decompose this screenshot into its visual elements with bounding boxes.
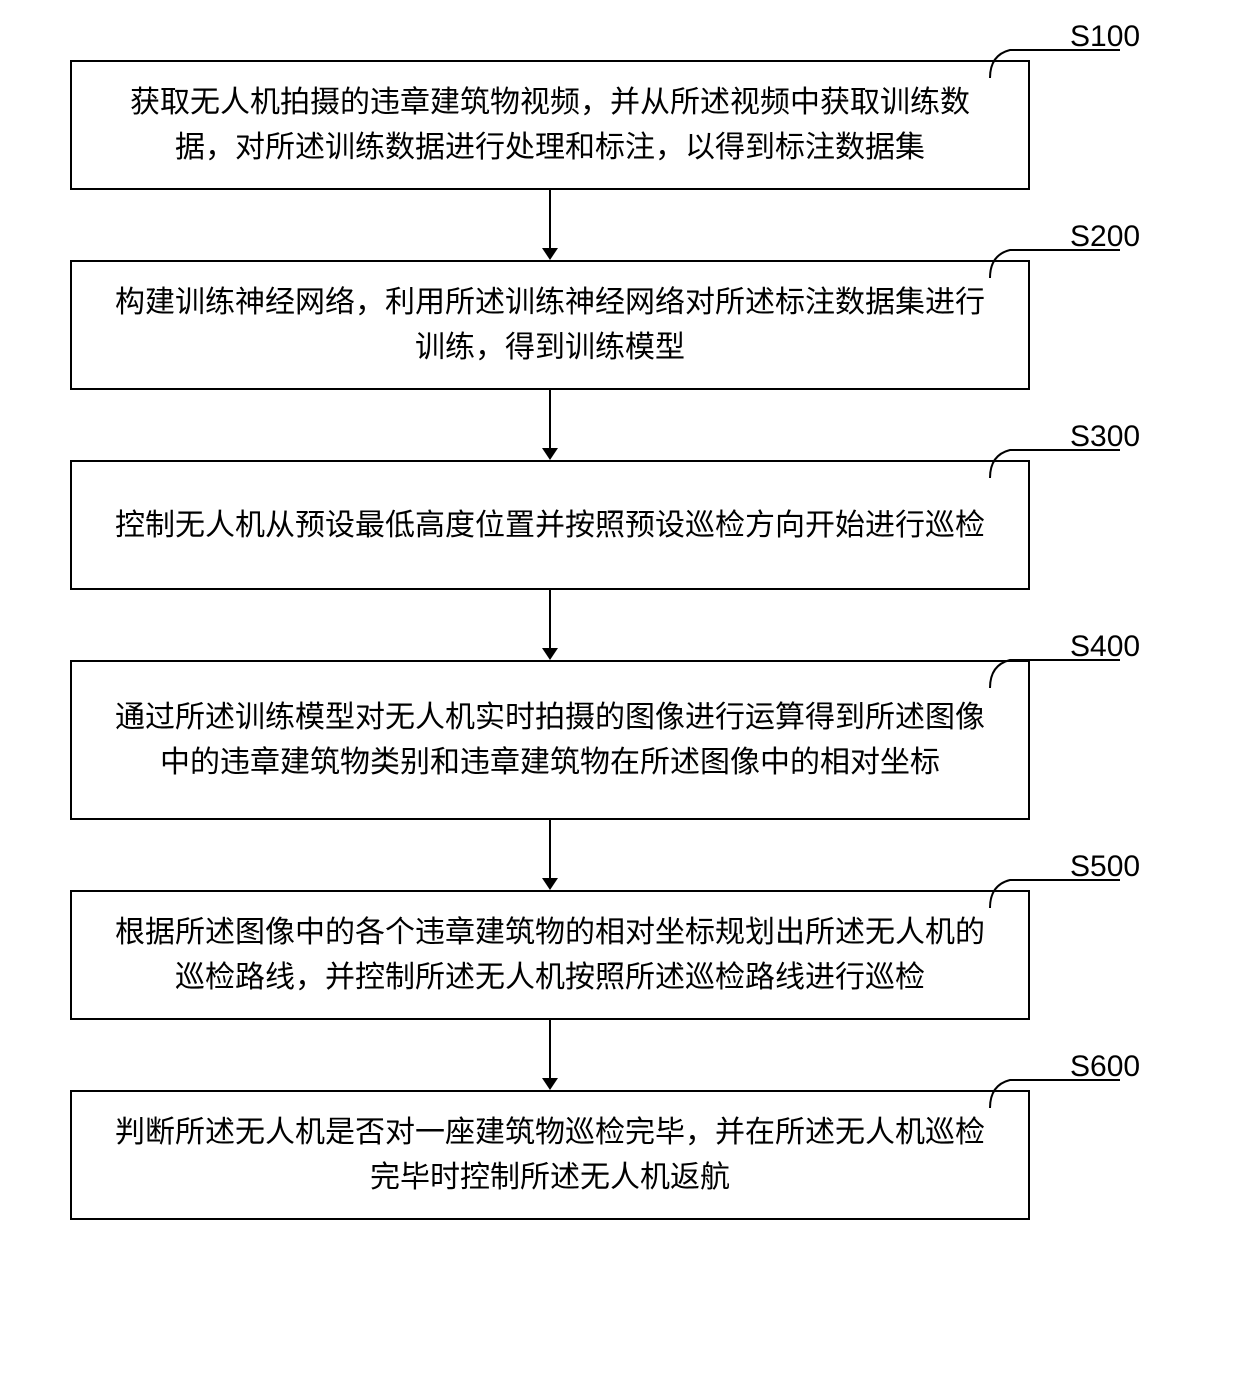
step-s500: 根据所述图像中的各个违章建筑物的相对坐标规划出所述无人机的巡检路线，并控制所述无… [70, 890, 1170, 1020]
arrow-down [70, 390, 1030, 460]
connector-line [970, 1060, 1150, 1110]
step-box: 根据所述图像中的各个违章建筑物的相对坐标规划出所述无人机的巡检路线，并控制所述无… [70, 890, 1030, 1020]
arrow-down [70, 1020, 1030, 1090]
connector-line [970, 860, 1150, 910]
step-s200: 构建训练神经网络，利用所述训练神经网络对所述标注数据集进行训练，得到训练模型S2… [70, 260, 1170, 390]
arrow-down [70, 590, 1030, 660]
arrow-icon [535, 820, 565, 890]
step-text: 判断所述无人机是否对一座建筑物巡检完毕，并在所述无人机巡检完毕时控制所述无人机返… [102, 1110, 998, 1200]
step-s400: 通过所述训练模型对无人机实时拍摄的图像进行运算得到所述图像中的违章建筑物类别和违… [70, 660, 1170, 820]
arrow-icon [535, 590, 565, 660]
arrow-icon [535, 190, 565, 260]
step-text: 获取无人机拍摄的违章建筑物视频，并从所述视频中获取训练数据，对所述训练数据进行处… [102, 80, 998, 170]
arrow-down [70, 820, 1030, 890]
connector-line [970, 640, 1150, 690]
step-text: 构建训练神经网络，利用所述训练神经网络对所述标注数据集进行训练，得到训练模型 [102, 280, 998, 370]
arrow-icon [535, 1020, 565, 1090]
step-s100: 获取无人机拍摄的违章建筑物视频，并从所述视频中获取训练数据，对所述训练数据进行处… [70, 60, 1170, 190]
step-box: 通过所述训练模型对无人机实时拍摄的图像进行运算得到所述图像中的违章建筑物类别和违… [70, 660, 1030, 820]
flowchart-container: 获取无人机拍摄的违章建筑物视频，并从所述视频中获取训练数据，对所述训练数据进行处… [70, 60, 1170, 1220]
step-s600: 判断所述无人机是否对一座建筑物巡检完毕，并在所述无人机巡检完毕时控制所述无人机返… [70, 1090, 1170, 1220]
step-text: 控制无人机从预设最低高度位置并按照预设巡检方向开始进行巡检 [115, 503, 985, 548]
step-text: 通过所述训练模型对无人机实时拍摄的图像进行运算得到所述图像中的违章建筑物类别和违… [102, 695, 998, 785]
connector-line [970, 230, 1150, 280]
arrow-down [70, 190, 1030, 260]
arrow-icon [535, 390, 565, 460]
step-box: 判断所述无人机是否对一座建筑物巡检完毕，并在所述无人机巡检完毕时控制所述无人机返… [70, 1090, 1030, 1220]
connector-line [970, 430, 1150, 480]
step-text: 根据所述图像中的各个违章建筑物的相对坐标规划出所述无人机的巡检路线，并控制所述无… [102, 910, 998, 1000]
connector-line [970, 30, 1150, 80]
step-s300: 控制无人机从预设最低高度位置并按照预设巡检方向开始进行巡检S300 [70, 460, 1170, 590]
step-box: 控制无人机从预设最低高度位置并按照预设巡检方向开始进行巡检 [70, 460, 1030, 590]
step-box: 获取无人机拍摄的违章建筑物视频，并从所述视频中获取训练数据，对所述训练数据进行处… [70, 60, 1030, 190]
step-box: 构建训练神经网络，利用所述训练神经网络对所述标注数据集进行训练，得到训练模型 [70, 260, 1030, 390]
